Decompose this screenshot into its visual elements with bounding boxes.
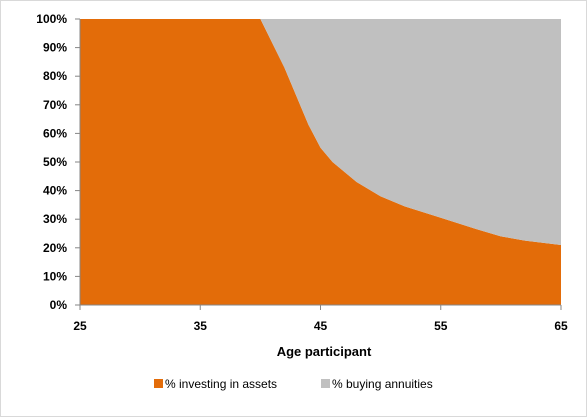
legend-swatch-1 [154, 379, 163, 388]
y-tick-label: 80% [43, 69, 67, 83]
legend-swatch-2 [321, 379, 330, 388]
y-tick-label: 20% [43, 241, 67, 255]
x-tick-label: 25 [73, 319, 87, 333]
y-tick-labels: 0% 10% 20% 30% 40% 50% 60% 70% 80% 90% 100% [36, 12, 67, 312]
x-axis-title: Age participant [277, 344, 372, 359]
legend-label-2: % buying annuities [332, 377, 433, 391]
y-tick-label: 70% [43, 98, 67, 112]
y-tick-label: 60% [43, 126, 67, 140]
x-tick-label: 65 [554, 319, 568, 333]
legend: % investing in assets % buying annuities [154, 377, 433, 391]
axes [75, 18, 562, 310]
area-series-2 [80, 19, 561, 245]
y-tick-label: 90% [43, 41, 67, 55]
y-tick-label: 100% [36, 12, 67, 26]
y-tick-label: 30% [43, 212, 67, 226]
y-tick-label: 10% [43, 269, 67, 283]
y-tick-label: 40% [43, 184, 67, 198]
legend-label-1: % investing in assets [165, 377, 277, 391]
x-tick-label: 55 [434, 319, 448, 333]
x-tick-labels: 25 35 45 55 65 [73, 319, 568, 333]
x-tick-label: 35 [194, 319, 208, 333]
y-tick-label: 0% [50, 298, 68, 312]
y-tick-label: 50% [43, 155, 67, 169]
x-tick-label: 45 [314, 319, 328, 333]
area-series-1 [80, 19, 561, 305]
plot-areas [80, 19, 561, 305]
